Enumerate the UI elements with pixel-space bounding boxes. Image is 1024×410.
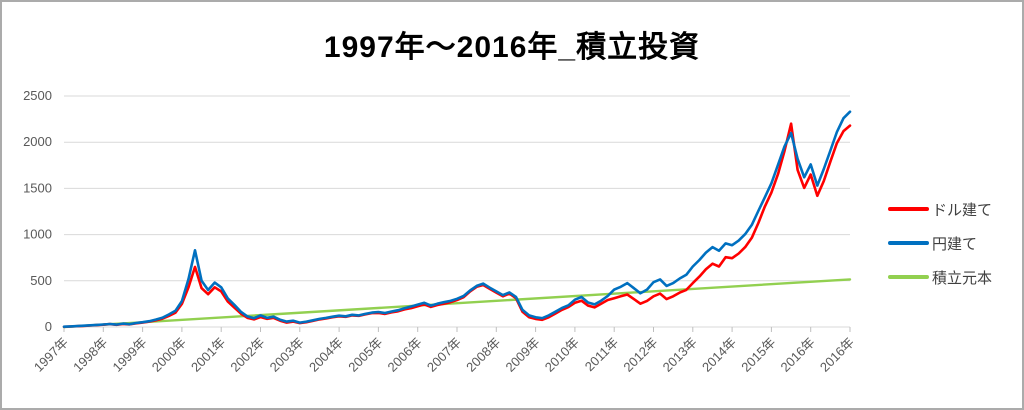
series-line-yen	[62, 110, 852, 329]
y-tick-label: 2000	[23, 134, 52, 149]
x-tick-label: 2005年	[345, 335, 385, 375]
x-tick-label: 2002年	[227, 335, 267, 375]
legend-item-principal: 積立元本	[888, 268, 993, 287]
legend-line-swatch-dollar	[888, 207, 929, 211]
chart-title: 1997年～2016年_積立投資	[323, 31, 701, 64]
legend: ドル建て 円建て 積立元本	[888, 200, 992, 302]
legend-line-swatch-principal	[888, 275, 929, 279]
x-tick-label: 2013年	[660, 335, 700, 375]
legend-item-dollar: ドル建て	[888, 200, 993, 219]
x-tick-label: 1999年	[109, 335, 149, 375]
x-tick-label: 2006年	[385, 335, 425, 375]
x-tick-label: 2016年	[778, 335, 818, 375]
x-tick-label: 1998年	[70, 335, 110, 375]
x-tick-label: 2015年	[738, 335, 778, 375]
legend-label-yen: 円建て	[932, 235, 978, 253]
y-tick-label: 1000	[23, 227, 52, 242]
series-line-principal	[62, 278, 852, 329]
x-tick-label: 2001年	[188, 335, 228, 375]
x-tick-label: 2014年	[699, 335, 739, 375]
x-tick-label: 2016年	[817, 335, 857, 375]
x-tick-label: 1997年	[31, 335, 71, 375]
x-tick-label: 2011年	[582, 335, 622, 375]
legend-label-principal: 積立元本	[932, 269, 993, 287]
x-tick-label: 2007年	[424, 335, 464, 375]
x-tick-label: 2000年	[149, 335, 189, 375]
legend-line-swatch-yen	[888, 241, 929, 245]
legend-item-yen: 円建て	[888, 234, 992, 253]
legend-label-dollar: ドル建て	[932, 201, 993, 219]
x-tick-label: 2009年	[502, 335, 542, 375]
y-tick-label: 500	[30, 273, 52, 288]
series-line-dollar	[62, 122, 852, 329]
x-tick-label: 2010年	[542, 335, 582, 375]
y-tick-label: 1500	[23, 180, 52, 195]
x-tick-label: 2008年	[463, 335, 503, 375]
x-tick-label: 2003年	[267, 335, 307, 375]
y-tick-label: 0	[45, 319, 52, 334]
y-tick-label: 2500	[23, 88, 52, 103]
x-tick-label: 2012年	[620, 335, 660, 375]
x-tick-label: 2004年	[306, 335, 346, 375]
